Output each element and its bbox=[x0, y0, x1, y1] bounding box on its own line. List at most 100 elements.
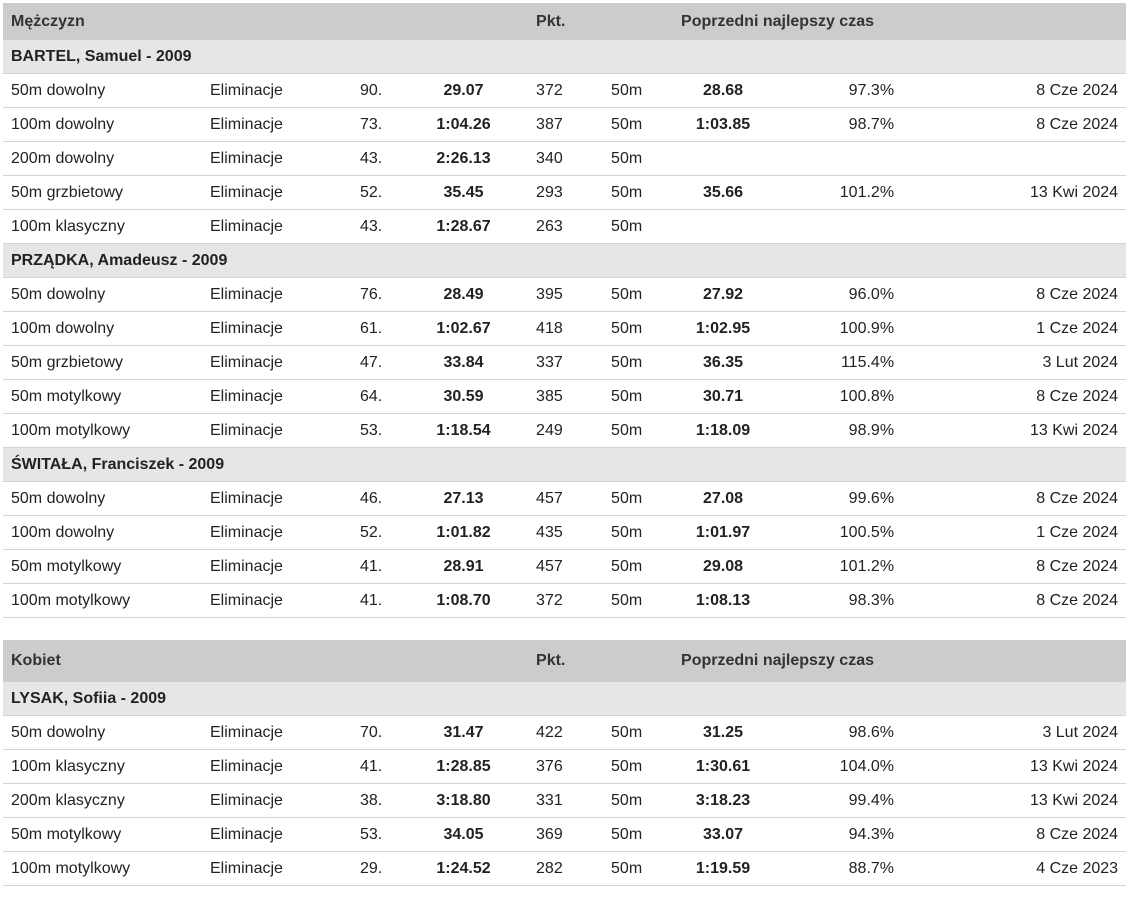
previous-best-time: 33.07 bbox=[668, 817, 779, 852]
previous-best-date: 8 Cze 2024 bbox=[904, 277, 1127, 312]
result-row: 100m dowolny Eliminacje 73. 1:04.26 387 50m 1:… bbox=[3, 107, 1127, 142]
result-row: 100m motylkowy Eliminacje 53. 1:18.54 249 50m… bbox=[3, 413, 1127, 448]
results-table-women: Kobiet Pkt. Poprzedni najlepszy czas LYSAK,… bbox=[3, 640, 1127, 886]
previous-best-date: 8 Cze 2024 bbox=[904, 549, 1127, 584]
athlete-name[interactable]: PRZĄDKA, Amadeusz - 2009 bbox=[3, 243, 1127, 278]
round-name: Eliminacje bbox=[210, 345, 360, 380]
place: 64. bbox=[360, 379, 406, 414]
points: 395 bbox=[521, 277, 599, 312]
points: 457 bbox=[521, 549, 599, 584]
points-header: Pkt. bbox=[521, 3, 599, 40]
place: 90. bbox=[360, 73, 406, 108]
round-name: Eliminacje bbox=[210, 277, 360, 312]
previous-best-time: 1:30.61 bbox=[668, 749, 779, 784]
course: 50m bbox=[598, 311, 669, 346]
round-name: Eliminacje bbox=[210, 141, 360, 176]
percentage: 98.9% bbox=[778, 413, 905, 448]
event-name: 50m motylkowy bbox=[3, 817, 210, 852]
previous-best-time: 31.25 bbox=[668, 715, 779, 750]
event-name: 100m motylkowy bbox=[3, 583, 210, 618]
athlete-name[interactable]: LYSAK, Sofiia - 2009 bbox=[3, 682, 1127, 716]
result-row: 50m dowolny Eliminacje 70. 31.47 422 50m 31.25… bbox=[3, 715, 1127, 750]
course: 50m bbox=[598, 851, 669, 886]
event-name: 100m dowolny bbox=[3, 515, 210, 550]
previous-best-time: 27.08 bbox=[668, 481, 779, 516]
result-time: 35.45 bbox=[406, 175, 522, 210]
previous-best-date: 8 Cze 2024 bbox=[904, 583, 1127, 618]
place: 46. bbox=[360, 481, 406, 516]
percentage: 100.5% bbox=[778, 515, 905, 550]
event-name: 50m motylkowy bbox=[3, 549, 210, 584]
place: 38. bbox=[360, 783, 406, 818]
place: 43. bbox=[360, 141, 406, 176]
percentage bbox=[778, 209, 905, 244]
section-spacer bbox=[3, 618, 1126, 640]
event-name: 50m dowolny bbox=[3, 715, 210, 750]
gender-heading: Kobiet bbox=[3, 640, 522, 682]
points: 422 bbox=[521, 715, 599, 750]
event-name: 50m motylkowy bbox=[3, 379, 210, 414]
event-name: 100m motylkowy bbox=[3, 413, 210, 448]
round-name: Eliminacje bbox=[210, 209, 360, 244]
points: 249 bbox=[521, 413, 599, 448]
result-row: 50m motylkowy Eliminacje 53. 34.05 369 50m 33.… bbox=[3, 817, 1127, 852]
points: 282 bbox=[521, 851, 599, 886]
previous-best-date: 8 Cze 2024 bbox=[904, 379, 1127, 414]
percentage: 98.6% bbox=[778, 715, 905, 750]
points: 418 bbox=[521, 311, 599, 346]
points: 372 bbox=[521, 73, 599, 108]
place: 41. bbox=[360, 549, 406, 584]
round-name: Eliminacje bbox=[210, 515, 360, 550]
previous-best-time: 30.71 bbox=[668, 379, 779, 414]
event-name: 100m klasyczny bbox=[3, 749, 210, 784]
percentage: 101.2% bbox=[778, 549, 905, 584]
course: 50m bbox=[598, 749, 669, 784]
points: 331 bbox=[521, 783, 599, 818]
section-header: Kobiet Pkt. Poprzedni najlepszy czas bbox=[3, 640, 1127, 682]
result-time: 29.07 bbox=[406, 73, 522, 108]
previous-best-date: 1 Cze 2024 bbox=[904, 515, 1127, 550]
round-name: Eliminacje bbox=[210, 311, 360, 346]
result-time: 27.13 bbox=[406, 481, 522, 516]
previous-best-time: 35.66 bbox=[668, 175, 779, 210]
result-row: 200m dowolny Eliminacje 43. 2:26.13 340 50m bbox=[3, 141, 1127, 176]
result-time: 1:24.52 bbox=[406, 851, 522, 886]
round-name: Eliminacje bbox=[210, 783, 360, 818]
previous-best-time: 1:18.09 bbox=[668, 413, 779, 448]
previous-best-time: 29.08 bbox=[668, 549, 779, 584]
place: 43. bbox=[360, 209, 406, 244]
event-name: 50m dowolny bbox=[3, 73, 210, 108]
round-name: Eliminacje bbox=[210, 715, 360, 750]
place: 61. bbox=[360, 311, 406, 346]
athlete-name[interactable]: ŚWITAŁA, Franciszek - 2009 bbox=[3, 447, 1127, 482]
previous-best-time: 1:02.95 bbox=[668, 311, 779, 346]
place: 41. bbox=[360, 749, 406, 784]
event-name: 100m motylkowy bbox=[3, 851, 210, 886]
event-name: 200m klasyczny bbox=[3, 783, 210, 818]
event-name: 100m klasyczny bbox=[3, 209, 210, 244]
result-row: 200m klasyczny Eliminacje 38. 3:18.80 331 50m… bbox=[3, 783, 1127, 818]
place: 52. bbox=[360, 515, 406, 550]
previous-best-date: 13 Kwi 2024 bbox=[904, 783, 1127, 818]
percentage: 94.3% bbox=[778, 817, 905, 852]
previous-best-date: 8 Cze 2024 bbox=[904, 481, 1127, 516]
result-time: 1:02.67 bbox=[406, 311, 522, 346]
place: 53. bbox=[360, 817, 406, 852]
result-time: 1:08.70 bbox=[406, 583, 522, 618]
course: 50m bbox=[598, 481, 669, 516]
place: 41. bbox=[360, 583, 406, 618]
round-name: Eliminacje bbox=[210, 481, 360, 516]
previous-best-date: 8 Cze 2024 bbox=[904, 73, 1127, 108]
athlete-name[interactable]: BARTEL, Samuel - 2009 bbox=[3, 40, 1127, 74]
gender-heading: Mężczyzn bbox=[3, 3, 522, 40]
round-name: Eliminacje bbox=[210, 817, 360, 852]
percentage: 101.2% bbox=[778, 175, 905, 210]
round-name: Eliminacje bbox=[210, 851, 360, 886]
percentage: 100.8% bbox=[778, 379, 905, 414]
previous-best-date: 13 Kwi 2024 bbox=[904, 413, 1127, 448]
points: 369 bbox=[521, 817, 599, 852]
athlete-row: BARTEL, Samuel - 2009 bbox=[3, 40, 1127, 74]
previous-best-header: Poprzedni najlepszy czas bbox=[668, 640, 1127, 682]
points-header: Pkt. bbox=[521, 640, 599, 682]
previous-best-date: 3 Lut 2024 bbox=[904, 715, 1127, 750]
